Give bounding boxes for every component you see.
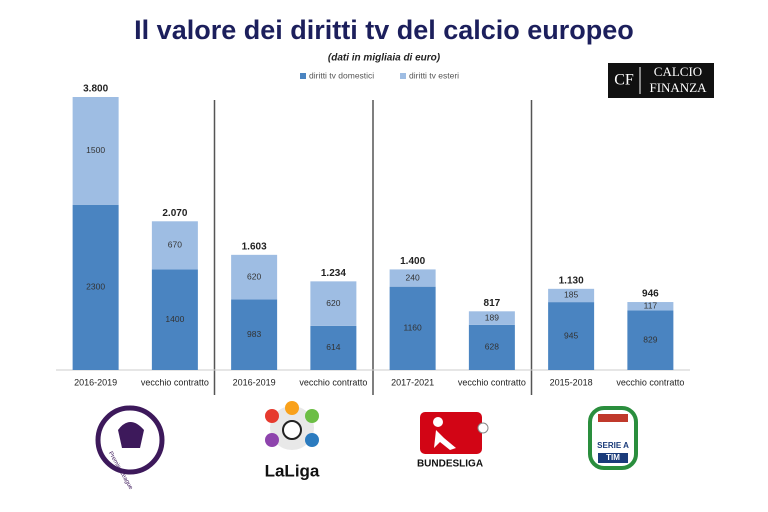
bar-segment: [548, 302, 595, 370]
legend-label: diritti tv esteri: [409, 70, 459, 80]
logo-text: SERIE A: [597, 441, 629, 450]
bar-segment: [231, 299, 278, 370]
bar-segment: [72, 204, 119, 370]
x-tick-label: vecchio contratto: [616, 377, 684, 387]
x-tick-label: vecchio contratto: [141, 377, 209, 387]
brand-logo: CF CALCIO FINANZA: [608, 63, 714, 98]
total-label: 1.234: [321, 268, 346, 279]
brand-text: FINANZA: [649, 80, 707, 95]
value-label: 240: [406, 272, 420, 282]
logo-bundesliga: BUNDESLIGA: [417, 412, 489, 470]
logo-seriea: SERIE A TIM: [588, 406, 638, 470]
value-label: 614: [326, 342, 340, 352]
logo-ball-core: [282, 420, 302, 440]
value-label: 670: [168, 240, 182, 250]
bar-segment: [231, 254, 278, 300]
logo-ball: [477, 422, 489, 434]
bar-segment: [72, 97, 119, 205]
logo-ring: [95, 405, 165, 475]
x-tick-label: vecchio contratto: [458, 377, 526, 387]
logo-petal: [305, 433, 319, 447]
logo-premier: Premier League: [95, 405, 165, 491]
value-label: 620: [326, 298, 340, 308]
total-label: 3.800: [83, 84, 108, 95]
total-label: 1.400: [400, 256, 425, 267]
value-label: 2300: [86, 282, 105, 292]
value-label: 1400: [165, 314, 184, 324]
value-label: 1160: [403, 323, 422, 333]
bar-segment: [468, 324, 515, 370]
value-label: 189: [485, 312, 499, 322]
x-tick-label: 2016-2019: [233, 377, 276, 387]
legend-swatch: [300, 73, 306, 79]
bar-segment: [389, 286, 436, 370]
x-tick-label: 2016-2019: [74, 377, 117, 387]
logo-band: [598, 453, 628, 463]
bar-segment: [389, 269, 436, 287]
logo-player: [433, 417, 443, 427]
total-label: 1.130: [559, 275, 584, 286]
bar-segment: [627, 302, 674, 311]
logo-band: [598, 414, 628, 422]
total-label: 2.070: [162, 208, 187, 219]
logo-petal: [265, 409, 279, 423]
value-label: 117: [644, 300, 658, 310]
bar-segment: [310, 281, 357, 326]
bar-segment: [468, 311, 515, 325]
total-label: 1.603: [242, 241, 267, 252]
logo-petal: [305, 409, 319, 423]
bar-segment: [548, 288, 595, 303]
x-tick-label: 2017-2021: [391, 377, 434, 387]
total-label: 817: [484, 298, 501, 309]
bar-segment: [310, 325, 357, 370]
logo-lion: [118, 422, 144, 448]
bar-segment: [627, 310, 674, 370]
bar-segment: [151, 269, 198, 370]
brand-text: CALCIO: [654, 64, 702, 79]
logo-text: LaLiga: [265, 461, 320, 480]
value-label: 1500: [86, 145, 105, 155]
brand-text: CF: [614, 72, 634, 89]
brand-box: [608, 63, 714, 98]
value-label: 945: [564, 330, 578, 340]
legend-label: diritti tv domestici: [309, 70, 374, 80]
logo-player: [434, 430, 456, 450]
chart-title: Il valore dei diritti tv del calcio euro…: [134, 15, 634, 45]
value-label: 620: [247, 271, 261, 281]
chart-subtitle: (dati in migliaia di euro): [328, 53, 441, 64]
legend-swatch: [400, 73, 406, 79]
total-label: 946: [642, 289, 659, 300]
value-label: 628: [485, 342, 499, 352]
bar-segment: [151, 221, 198, 270]
value-label: 983: [247, 329, 261, 339]
value-label: 829: [643, 334, 657, 344]
x-tick-label: vecchio contratto: [299, 377, 367, 387]
logo-text: BUNDESLIGA: [417, 459, 483, 470]
logo-text: TIM: [606, 453, 620, 462]
logo-laliga: LaLiga: [265, 401, 320, 480]
logo-petal: [285, 401, 299, 415]
x-tick-label: 2015-2018: [550, 377, 593, 387]
value-label: 185: [564, 290, 578, 300]
logo-petal: [265, 433, 279, 447]
